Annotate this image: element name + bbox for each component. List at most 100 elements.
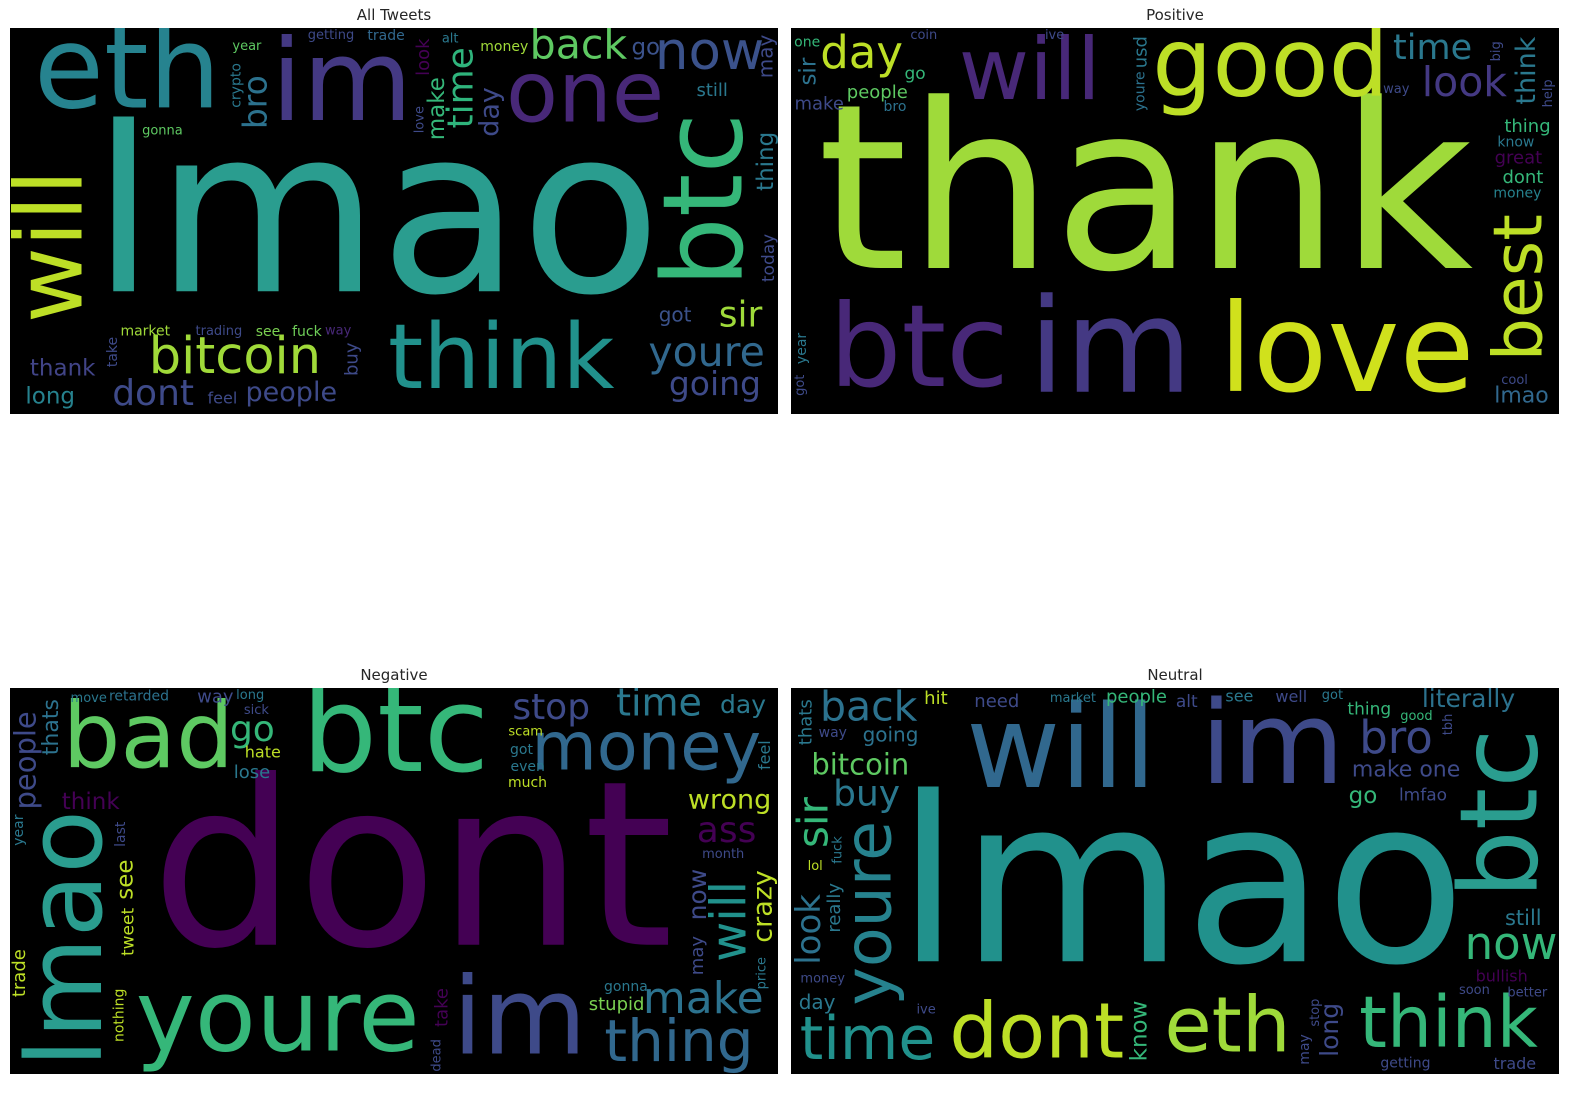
wordcloud-word: now: [655, 28, 764, 82]
wordcloud-word: know: [1126, 1001, 1152, 1062]
wordcloud-word: usd: [1131, 36, 1152, 68]
wordcloud-word: trade: [367, 28, 404, 44]
wordcloud-word: crypto: [228, 63, 244, 108]
wordcloud-word: dont: [151, 733, 674, 1000]
wordcloud-word: bitcoin: [811, 748, 909, 782]
wordcloud-word: long: [1315, 1003, 1344, 1057]
wordcloud-word: stupid: [589, 994, 645, 1015]
wordcloud-word: tweet: [119, 908, 139, 956]
wordcloud-word: really: [824, 883, 845, 933]
wordcloud-word: much: [508, 775, 547, 791]
panel-title: Neutral: [1147, 666, 1203, 684]
wordcloud-panel-negative: Negative dont btc im lmao youre money bad thing…: [10, 660, 778, 1074]
panel-title: Negative: [360, 666, 428, 684]
wordcloud-word: will: [10, 170, 104, 324]
wordcloud-word: make one: [1352, 758, 1460, 783]
wordcloud-word: love: [1219, 278, 1475, 414]
wordcloud-word: day: [720, 690, 766, 719]
wordcloud-word: will: [700, 881, 757, 962]
wordcloud-word: lmao: [896, 749, 1466, 1016]
wordcloud-word: day: [799, 990, 836, 1014]
wordcloud-word: dont: [949, 987, 1124, 1074]
wordcloud-word: price: [754, 957, 769, 989]
wordcloud-word: way: [325, 323, 352, 338]
wordcloud-word: money: [1493, 185, 1541, 201]
wordcloud-word: going: [863, 723, 919, 747]
wordcloud-word: will: [959, 28, 1101, 120]
wordcloud-word: youre: [648, 328, 765, 376]
wordcloud-word: bro: [884, 99, 907, 115]
wordcloud-word: btc: [302, 688, 490, 800]
wordcloud-word: lmao: [10, 810, 126, 1068]
wordcloud-word: got: [1322, 688, 1343, 703]
wordcloud-word: youre: [1133, 71, 1149, 111]
wordcloud-word: retarded: [109, 689, 169, 705]
wordcloud-word: lmao: [92, 79, 662, 346]
wordcloud-word: gonna: [604, 979, 648, 995]
wordcloud-word: people: [246, 377, 338, 408]
wordcloud-word: fuck: [830, 836, 845, 864]
wordcloud-word: crazy: [748, 870, 778, 943]
wordcloud-word: one: [794, 35, 820, 51]
wordcloud-word: see: [113, 859, 139, 899]
wordcloud-word: sir: [796, 57, 822, 85]
wordcloud-word: year: [794, 333, 810, 364]
wordcloud-word: time: [616, 688, 702, 725]
wordcloud-word: think: [62, 789, 121, 815]
wordcloud-canvas: dont btc im lmao youre money bad thing time make t…: [10, 688, 778, 1074]
wordcloud-word: btc: [1438, 728, 1559, 898]
wordcloud-word: bro: [235, 75, 274, 129]
wordcloud-word: help: [1541, 79, 1556, 107]
wordcloud-word: bullish: [1476, 966, 1528, 985]
wordcloud-word: now: [683, 869, 712, 921]
wordcloud-word: literally: [1422, 688, 1516, 713]
wordcloud-word: alt: [442, 32, 459, 47]
wordcloud-word: btc: [640, 113, 769, 288]
wordcloud-word: well: [1275, 688, 1307, 706]
wordcloud-word: tbh: [1441, 714, 1456, 736]
wordcloud-word: buy: [342, 342, 363, 376]
wordcloud-word: long: [236, 688, 264, 703]
wordcloud-word: see: [256, 324, 281, 340]
wordcloud-word: people: [10, 711, 42, 809]
wordcloud-word: im: [453, 955, 587, 1074]
wordcloud-word: lol: [808, 859, 823, 874]
wordcloud-word: dont: [112, 373, 194, 414]
wordcloud-word: last: [113, 821, 129, 847]
wordcloud-word: way: [1383, 82, 1410, 97]
wordcloud-word: time: [800, 1004, 936, 1074]
wordcloud-word: think: [1511, 36, 1542, 104]
wordcloud-word: time: [441, 47, 482, 128]
wordcloud-word: look: [413, 38, 434, 76]
wordcloud-word: year: [232, 39, 262, 54]
wordcloud-word: got: [793, 375, 808, 396]
wordcloud-word: best: [1479, 214, 1558, 361]
wordcloud-word: feel: [755, 740, 774, 770]
wordcloud-word: nothing: [111, 989, 127, 1042]
wordcloud-word: today: [759, 234, 778, 282]
wordcloud-word: may: [687, 936, 708, 976]
wordcloud-word: thing: [753, 132, 778, 191]
wordcloud-word: still: [696, 80, 727, 101]
wordcloud-word: hit: [924, 688, 947, 709]
wordcloud-word: move: [71, 691, 107, 706]
wordcloud-panel-positive: Positive thank im love btc will good look best d…: [791, 0, 1559, 414]
wordcloud-word: back: [820, 688, 918, 730]
wordcloud-word: market: [1050, 691, 1096, 706]
wordcloud-word: take: [105, 337, 121, 367]
wordcloud-word: scam: [508, 725, 543, 740]
wordcloud-word: thing: [1504, 116, 1550, 137]
wordcloud-word: youre: [136, 957, 420, 1074]
wordcloud-word: way: [819, 725, 847, 741]
wordcloud-word: lmfao: [1399, 786, 1447, 806]
wordcloud-word: great: [1495, 148, 1543, 169]
wordcloud-word: good: [1152, 28, 1389, 119]
panel-title: All Tweets: [356, 6, 432, 24]
wordcloud-word: may: [1297, 1034, 1313, 1065]
wordcloud-word: money: [532, 707, 762, 785]
wordcloud-word: youre: [831, 821, 906, 1006]
wordcloud-word: feel: [208, 388, 238, 407]
